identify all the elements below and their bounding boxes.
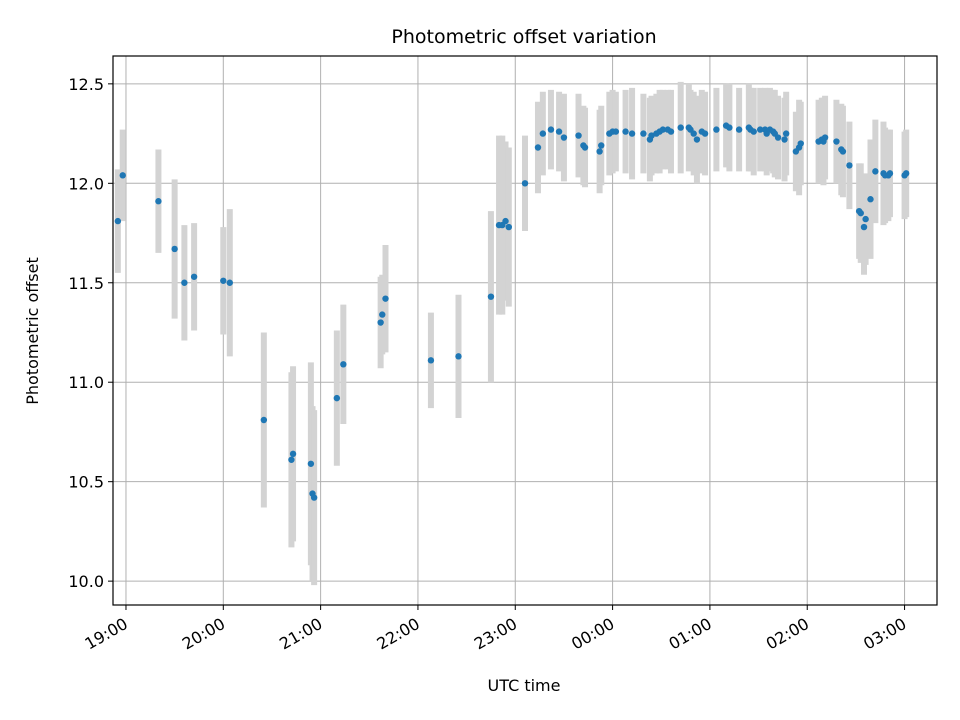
data-point [596, 148, 603, 155]
data-point [701, 130, 709, 137]
data-point [555, 128, 563, 135]
data-point [677, 124, 684, 131]
data-point [505, 223, 512, 231]
x-axis-label: UTC time [488, 676, 561, 695]
data-point [114, 217, 122, 225]
data-point [857, 209, 864, 217]
y-axis-ticks: 10.0 10.5 11.0 11.5 12.0 12.5 [68, 75, 113, 591]
data-point [726, 124, 733, 131]
data-point [534, 144, 542, 151]
data-point [289, 450, 297, 458]
data-point [781, 136, 788, 143]
data-point [693, 136, 701, 143]
data-point [640, 130, 647, 137]
data-point [260, 416, 268, 424]
data-point [774, 134, 782, 141]
data-point [622, 128, 629, 135]
data-point [171, 245, 178, 253]
data-point [455, 353, 462, 360]
data-point [690, 130, 697, 137]
y-tick-label: 11.0 [68, 373, 104, 392]
data-point [750, 128, 757, 135]
data-point [867, 196, 874, 203]
data-point [872, 168, 879, 175]
data-point [839, 148, 847, 155]
data-point [902, 170, 910, 177]
data-point [782, 130, 790, 137]
data-point [659, 126, 667, 133]
data-point [846, 162, 853, 169]
y-axis-label: Photometric offset [23, 257, 42, 405]
plot-frame [112, 55, 938, 606]
y-tick-label: 12.5 [68, 75, 104, 94]
data-point [821, 134, 829, 141]
data-point [756, 126, 764, 133]
y-tick-label: 11.5 [68, 274, 104, 293]
data-point [667, 128, 675, 135]
data-point [547, 126, 555, 133]
data-point [310, 494, 318, 501]
data-points [114, 122, 910, 501]
data-point [581, 144, 589, 151]
data-point [502, 217, 509, 225]
chart-title: Photometric offset variation [391, 26, 656, 48]
data-point [833, 138, 840, 145]
data-point [427, 357, 435, 364]
data-point [333, 394, 341, 402]
data-point [190, 273, 198, 280]
data-point [119, 172, 126, 179]
data-point [560, 134, 568, 141]
y-tick-label: 12.0 [68, 174, 104, 193]
data-point [382, 295, 389, 302]
data-point [860, 223, 868, 231]
data-point [181, 279, 188, 286]
data-point [539, 130, 547, 137]
data-point [487, 293, 495, 300]
data-point [307, 460, 315, 467]
data-point [628, 130, 636, 137]
data-point [226, 279, 233, 286]
y-tick-label: 10.5 [68, 473, 104, 492]
data-point [797, 140, 804, 147]
data-point [379, 311, 386, 318]
data-point [598, 142, 605, 149]
data-point [648, 132, 655, 139]
data-point [521, 180, 529, 187]
data-point [155, 198, 162, 205]
data-point [886, 170, 894, 177]
data-point [220, 277, 227, 284]
data-point [612, 128, 620, 135]
data-point [377, 319, 384, 326]
y-tick-label: 10.0 [68, 572, 104, 591]
data-point [713, 126, 720, 133]
grid [113, 56, 937, 605]
data-point [575, 132, 582, 139]
data-point [735, 126, 743, 133]
data-point [340, 361, 347, 368]
data-point [288, 456, 295, 463]
data-point [862, 215, 869, 223]
